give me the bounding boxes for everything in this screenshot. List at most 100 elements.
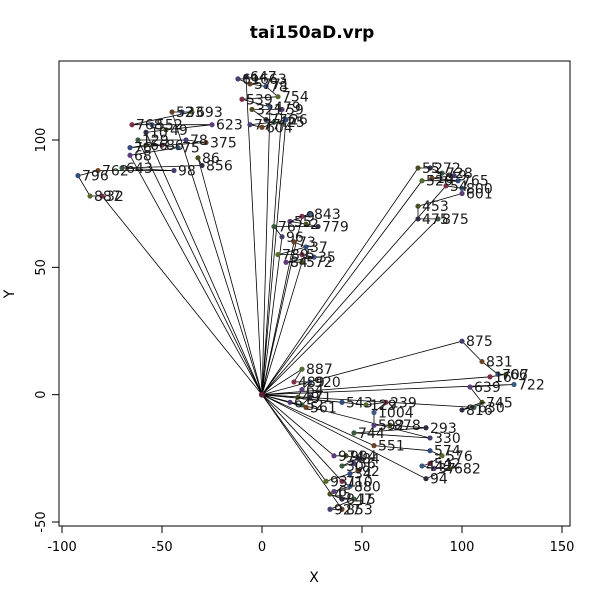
- customer-point: [427, 448, 433, 454]
- customer-label: 330: [434, 431, 461, 447]
- customer-label: 55: [294, 214, 312, 230]
- customer-label: 539: [246, 92, 273, 108]
- customer-label: 754: [282, 90, 309, 106]
- customer-label: 777: [254, 118, 281, 134]
- customer-point: [435, 216, 441, 222]
- customer-point: [275, 94, 281, 100]
- customer-label: 800: [466, 181, 493, 197]
- customer-label: 9: [458, 169, 467, 185]
- customer-label: 927: [334, 502, 361, 518]
- route-line: [129, 139, 263, 395]
- customer-label: 561: [310, 400, 337, 416]
- customer-label: 542: [434, 456, 461, 472]
- customer-label: 52: [306, 398, 324, 414]
- customer-label: 375: [210, 136, 237, 152]
- customer-point: [143, 129, 149, 135]
- customer-label: 49: [302, 390, 320, 406]
- chart-title: tai150aD.vrp: [250, 23, 375, 43]
- x-tick-label: 50: [354, 540, 371, 555]
- customer-label: 84: [362, 451, 380, 467]
- customer-label: 728: [446, 166, 473, 182]
- customer-point: [431, 465, 437, 472]
- customer-label: 442: [426, 459, 453, 475]
- customer-label: 15: [358, 492, 376, 508]
- customer-point: [283, 259, 289, 265]
- customer-point: [467, 384, 473, 390]
- customer-point: [259, 124, 265, 130]
- customer-label: 10: [436, 171, 454, 187]
- customer-label: 639: [474, 380, 501, 396]
- customer-point: [253, 76, 259, 82]
- customer-point: [427, 460, 433, 467]
- customer-point: [415, 165, 421, 171]
- customer-point: [127, 145, 133, 151]
- customer-label: 796: [82, 169, 109, 185]
- customer-label: 768: [136, 118, 163, 134]
- customer-label: 425: [278, 115, 305, 131]
- customer-label: 887: [306, 362, 333, 378]
- customer-label: 37: [310, 240, 328, 256]
- customer-label: 293: [430, 421, 457, 437]
- customer-label: 887: [94, 189, 121, 205]
- customer-label: 5: [306, 248, 315, 264]
- customer-label: 94: [430, 472, 448, 488]
- customer-label: 272: [434, 161, 461, 177]
- customer-point: [347, 471, 353, 477]
- customer-point: [75, 173, 81, 179]
- customer-label: 54: [450, 179, 468, 195]
- customer-point: [443, 183, 449, 189]
- customer-label: 663: [260, 72, 287, 88]
- customer-label: 2: [310, 217, 319, 233]
- customer-label: 853: [346, 502, 373, 518]
- customer-point: [163, 127, 169, 133]
- customer-point: [327, 506, 333, 512]
- customer-point: [447, 465, 453, 472]
- customer-point: [487, 374, 493, 380]
- customer-point: [87, 193, 93, 199]
- customer-point: [267, 104, 273, 110]
- customer-point: [383, 399, 389, 405]
- customer-point: [423, 425, 429, 431]
- customer-label: 5771: [254, 77, 290, 93]
- customer-label: 856: [206, 158, 233, 174]
- customer-label: 878: [394, 418, 421, 434]
- customer-label: 71: [314, 390, 332, 406]
- customer-label: 78: [270, 80, 288, 96]
- customer-point: [299, 252, 305, 258]
- customer-point: [169, 109, 175, 115]
- customer-label: 34: [354, 467, 372, 483]
- customer-point: [459, 338, 465, 344]
- customer-point: [331, 488, 337, 495]
- customer-point: [295, 394, 301, 400]
- customer-label: 9: [306, 209, 315, 225]
- customer-point: [127, 152, 133, 158]
- customer-point: [479, 358, 485, 365]
- customer-label: 32: [106, 189, 124, 205]
- customer-point: [303, 404, 309, 410]
- customer-point: [427, 165, 433, 171]
- customer-label: 129: [142, 133, 169, 149]
- customer-label: 875: [466, 334, 493, 350]
- customer-label: 16: [494, 370, 512, 386]
- customer-label: 847: [346, 492, 373, 508]
- customer-point: [371, 422, 377, 428]
- customer-point: [363, 402, 369, 408]
- customer-point: [307, 211, 313, 217]
- customer-point: [343, 453, 349, 459]
- plot-frame: [58, 60, 571, 527]
- customer-label: 6: [294, 395, 303, 411]
- y-tick-label: 100: [34, 128, 49, 153]
- customer-point: [459, 190, 465, 197]
- customer-point: [427, 435, 433, 441]
- customer-label: 489: [298, 375, 325, 391]
- customer-point: [327, 491, 333, 497]
- customer-point: [299, 402, 305, 408]
- customer-label: 789: [282, 248, 309, 264]
- customer-point: [299, 386, 305, 393]
- customer-point: [299, 366, 305, 372]
- x-tick-label: 100: [450, 540, 475, 555]
- customer-label: 49: [170, 123, 188, 139]
- route-line: [261, 185, 463, 395]
- customer-point: [287, 218, 293, 225]
